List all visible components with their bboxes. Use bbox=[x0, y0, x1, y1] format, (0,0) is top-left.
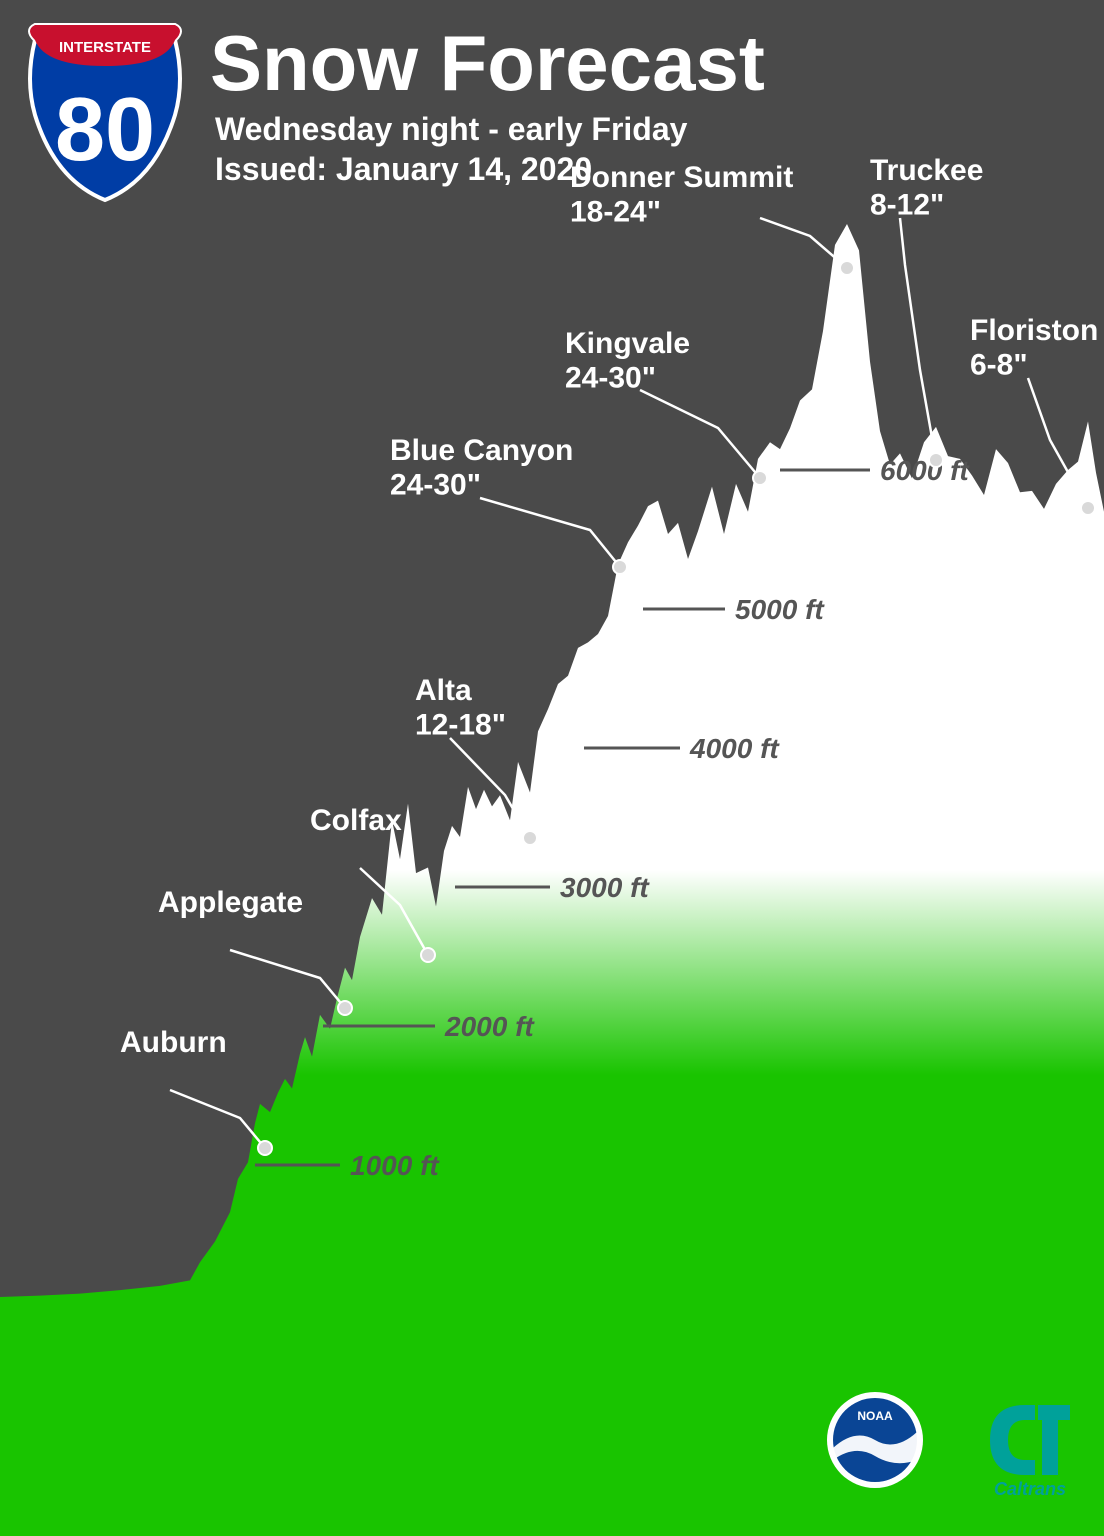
noaa-logo: NOAA bbox=[827, 1392, 923, 1488]
location-dot bbox=[840, 261, 854, 275]
location-dot bbox=[1081, 501, 1095, 515]
location-dot bbox=[338, 1001, 352, 1015]
location-label: Colfax bbox=[310, 804, 402, 837]
elevation-label: 6000 ft bbox=[880, 455, 970, 486]
location-dot bbox=[753, 471, 767, 485]
svg-text:NOAA: NOAA bbox=[857, 1409, 893, 1423]
location-dot bbox=[613, 560, 627, 574]
snow-forecast-infographic: 1000 ft 2000 ft 3000 ft 4000 ft 5000 ft 6000 … bbox=[0, 0, 1104, 1536]
svg-text:INTERSTATE: INTERSTATE bbox=[59, 39, 151, 56]
elevation-label: 3000 ft bbox=[560, 872, 650, 903]
elevation-label: 5000 ft bbox=[735, 594, 825, 625]
elevation-label: 4000 ft bbox=[689, 733, 780, 764]
location-dot bbox=[421, 948, 435, 962]
elevation-profile-chart: 1000 ft 2000 ft 3000 ft 4000 ft 5000 ft 6000 … bbox=[0, 0, 1104, 1536]
location-dot bbox=[523, 831, 537, 845]
page-title: Snow Forecast bbox=[210, 19, 765, 107]
location-label: Auburn bbox=[120, 1026, 227, 1059]
subtitle-line1: Wednesday night - early Friday bbox=[215, 111, 688, 147]
elevation-label: 1000 ft bbox=[350, 1150, 440, 1181]
location-label: Applegate bbox=[158, 886, 303, 919]
svg-text:80: 80 bbox=[55, 80, 155, 180]
location-dot bbox=[258, 1141, 272, 1155]
svg-text:Caltrans: Caltrans bbox=[994, 1479, 1066, 1499]
elevation-label: 2000 ft bbox=[444, 1011, 535, 1042]
subtitle-line2: Issued: January 14, 2020 bbox=[215, 151, 592, 187]
ground-bar bbox=[0, 1350, 1104, 1536]
location-dot bbox=[929, 453, 943, 467]
